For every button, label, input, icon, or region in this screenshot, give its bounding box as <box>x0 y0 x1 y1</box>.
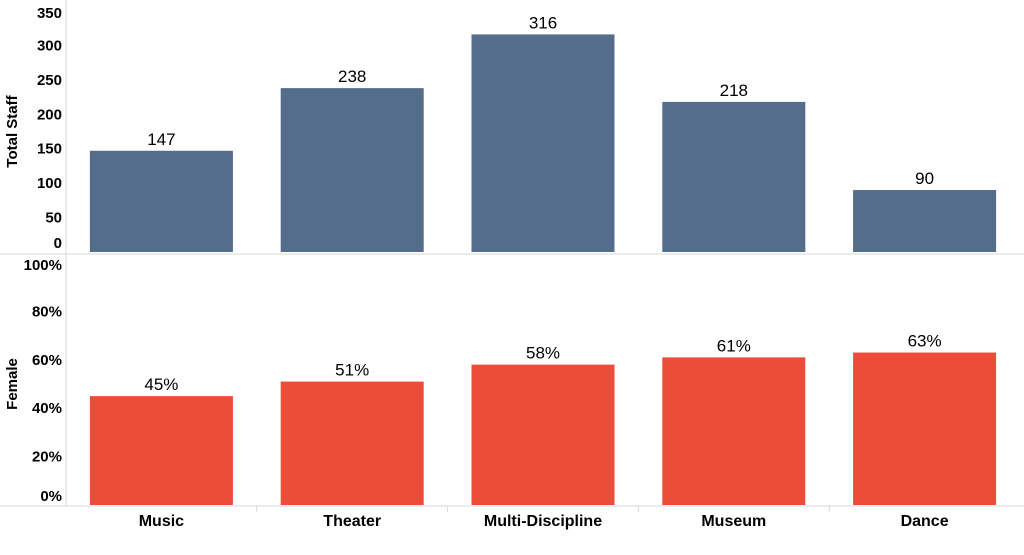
total-staff-data-label: 90 <box>915 169 934 188</box>
female-data-label: 45% <box>144 375 178 394</box>
female-data-label: 63% <box>908 332 942 351</box>
female-data-label: 51% <box>335 361 369 380</box>
female-ytick-label: 100% <box>24 257 62 274</box>
female-data-label: 58% <box>526 344 560 363</box>
total-staff-ytick-label: 250 <box>37 72 62 89</box>
total-staff-ytick-label: 0 <box>54 235 62 252</box>
female-ytick-label: 60% <box>32 352 62 369</box>
female-bar-multi-discipline <box>471 364 615 505</box>
category-label: Multi-Discipline <box>484 513 602 530</box>
total-staff-panel: 0 50 100 150 200 250 300 350 Total Staff 147 238 31… <box>4 5 997 253</box>
total-staff-data-label: 238 <box>338 67 366 86</box>
category-label: Theater <box>323 513 381 530</box>
total-staff-bar-theater <box>280 88 424 253</box>
total-staff-ytick-label: 50 <box>45 210 62 227</box>
female-bar-music <box>89 396 233 505</box>
total-staff-data-label: 316 <box>529 13 557 32</box>
female-ytick-label: 0% <box>40 488 62 505</box>
total-staff-ytick-label: 300 <box>37 37 62 54</box>
category-label: Music <box>139 513 184 530</box>
female-bar-theater <box>280 381 424 505</box>
total-staff-ytick-label: 150 <box>37 141 62 158</box>
total-staff-bar-music <box>89 150 233 252</box>
total-staff-ytick-label: 200 <box>37 106 62 123</box>
total-staff-ytick-label: 100 <box>37 175 62 192</box>
female-ytick-label: 20% <box>32 449 62 466</box>
female-ytick-label: 80% <box>32 303 62 320</box>
female-ytick-label: 40% <box>32 400 62 417</box>
total-staff-bar-multi-discipline <box>471 34 615 252</box>
female-panel: 0% 20% 40% 60% 80% 100% Female 45% 51% 58% 61% 63% <box>4 257 997 505</box>
female-axis-title: Female <box>4 358 21 410</box>
female-bar-dance <box>853 352 997 505</box>
category-label: Museum <box>701 513 766 530</box>
total-staff-data-label: 147 <box>147 130 175 149</box>
total-staff-bar-dance <box>853 190 997 252</box>
total-staff-ytick-label: 350 <box>37 5 62 22</box>
category-axis: Music Theater Multi-Discipline Museum Dance <box>139 513 949 530</box>
female-bar-museum <box>662 357 806 505</box>
chart-frame <box>0 0 1024 512</box>
total-staff-bar-museum <box>662 101 806 253</box>
category-label: Dance <box>901 513 949 530</box>
female-data-label: 61% <box>717 336 751 355</box>
total-staff-data-label: 218 <box>720 81 748 100</box>
total-staff-axis-title: Total Staff <box>4 94 21 167</box>
